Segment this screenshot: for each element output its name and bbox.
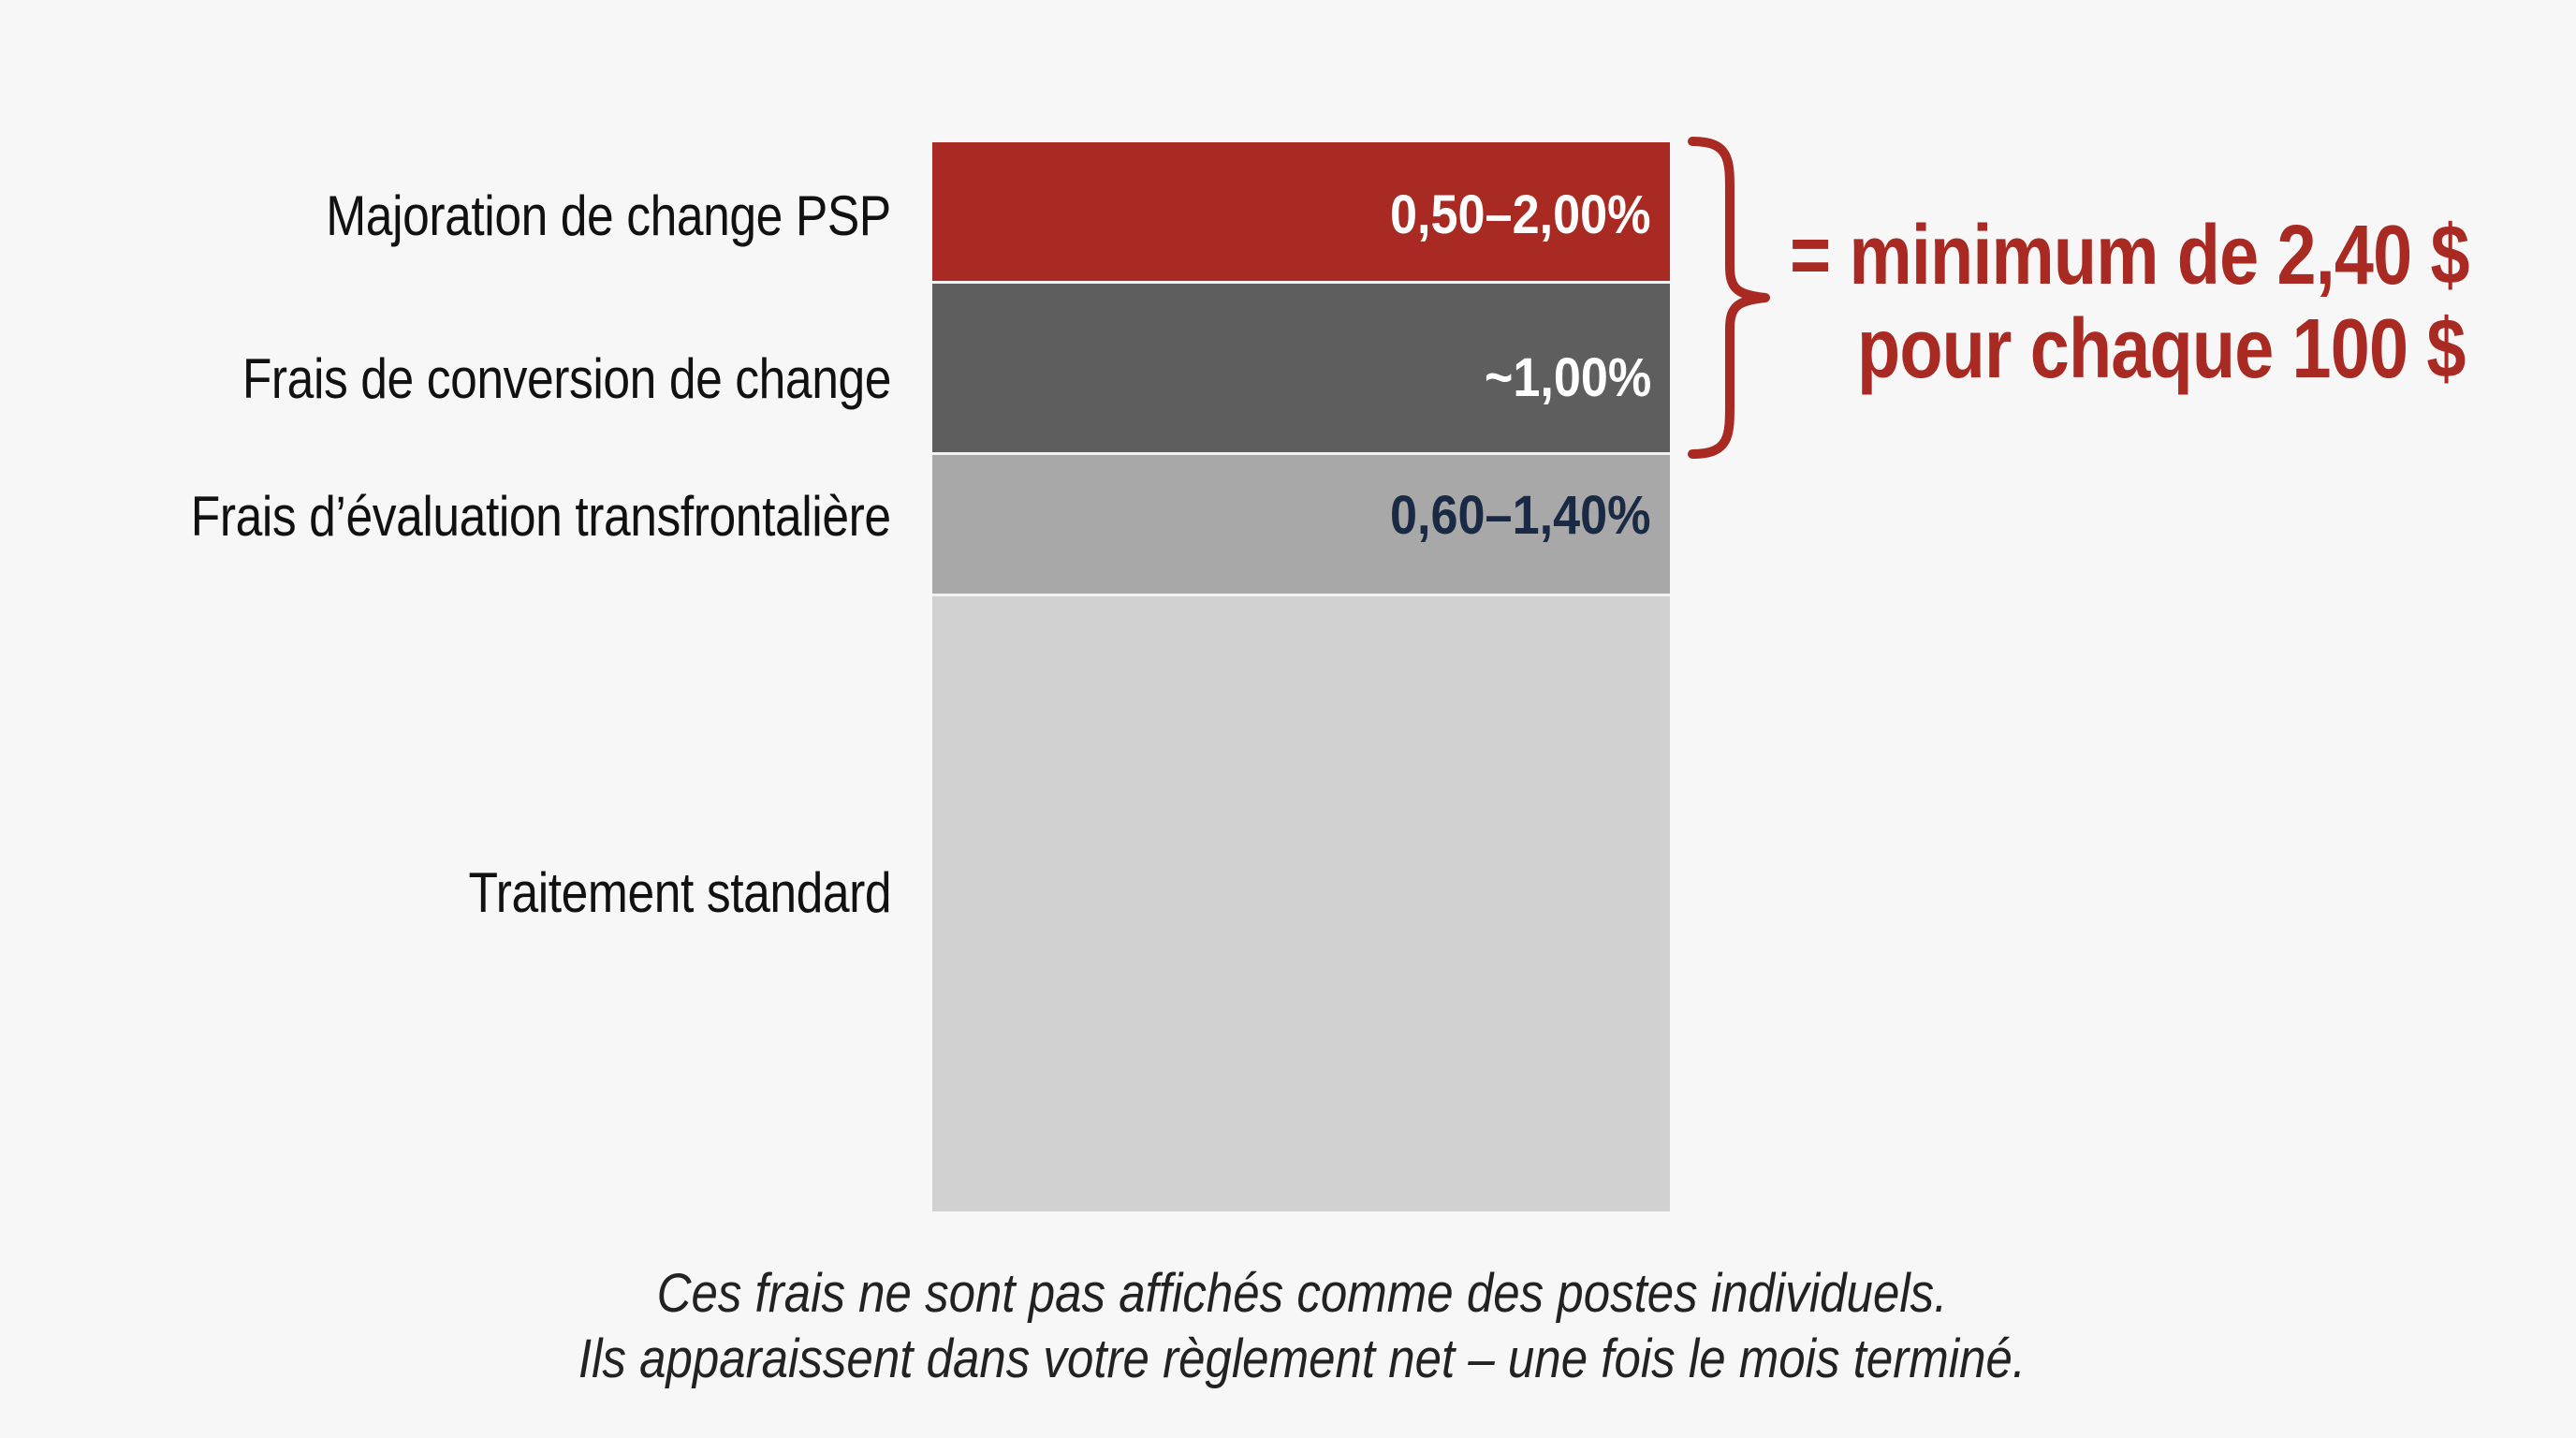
curly-brace-path (1688, 137, 1770, 459)
bar-segment-majoration-de-change-psp: 0,50–2,00% (932, 142, 1670, 284)
bar-segment-traitement-standard (932, 596, 1670, 1211)
callout-line-1: = minimum de 2,40 $ (1790, 209, 2469, 302)
bar-segment-frais-de-conversion-de-change: ~1,00% (932, 284, 1670, 455)
segment-category-label: Traitement standard (468, 861, 891, 924)
segment-value-label: 0,50–2,00% (1390, 184, 1651, 245)
footnote-line-2: Ils apparaissent dans votre règlement ne… (578, 1328, 2027, 1389)
footnote-line-1: Ces frais ne sont pas affichés comme des… (656, 1263, 1948, 1324)
segment-category-label: Frais de conversion de change (242, 347, 892, 410)
segment-category-label: Frais d’évaluation transfrontalière (191, 485, 891, 548)
segment-value-label: 0,60–1,40% (1390, 485, 1651, 546)
callout-line-2: pour chaque 100 $ (1857, 302, 2466, 396)
bar-segment-frais-d-evaluation-transfrontaliere: 0,60–1,40% (932, 455, 1670, 596)
segment-value-label: ~1,00% (1484, 347, 1651, 408)
curly-brace-icon (1688, 137, 1770, 459)
segment-category-label: Majoration de change PSP (326, 184, 891, 247)
